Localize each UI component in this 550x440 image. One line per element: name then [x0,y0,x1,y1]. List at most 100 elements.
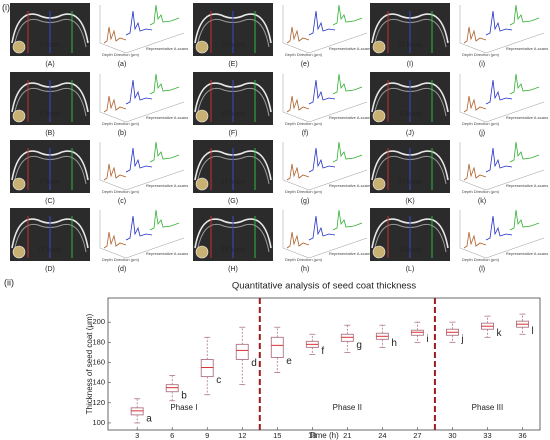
plot-axes [282,142,368,191]
seed-photo [12,40,26,54]
plot-axis-label: Representative A-scans [506,46,548,51]
plot-axis-label: Representative A-scans [506,183,548,188]
box-label: a [146,414,152,425]
plot-axis-label: Representative A-scans [146,46,188,51]
plot-label: (b) [118,130,127,137]
seed-photo [195,40,209,54]
trace [286,163,310,181]
seed-photo [372,109,386,123]
trace [125,10,153,36]
plot-axis-label: Depth Direction (μm) [462,257,500,262]
time-label: 15 hours [221,41,246,49]
box [165,384,179,393]
phase-label: Phase III [472,403,504,412]
plot-label: (l) [479,266,485,273]
plot-area [107,297,541,431]
trace [509,4,540,26]
plot-axis-label: Representative A-scans [146,251,188,256]
time-label: 27 hours [398,41,423,49]
plot-axis-label: Representative A-scans [329,46,371,51]
plot-axis-label: Representative A-scans [329,183,371,188]
box [340,333,354,342]
trace [463,26,487,44]
plot-axis-label: Depth Direction (μm) [102,189,140,194]
section-label: (ii) [4,277,14,287]
plot-axis-label: Depth Direction (μm) [102,52,140,57]
y-tick-label: 160 [92,357,105,366]
seed-photo [372,245,386,259]
trace [485,10,513,36]
plot-axis-label: Representative A-scans [146,115,188,120]
box-label: e [286,356,292,367]
x-tick-label: 3 [135,431,139,440]
box [235,343,249,360]
trace [286,95,310,113]
image-label: (L) [406,266,415,273]
seed-photo [12,245,26,259]
seed-photo [12,109,26,123]
time-label: 12 hours [38,246,63,254]
plot-label: (c) [118,198,126,205]
plot-axes [282,74,368,123]
plot-axis-label: Depth Direction (μm) [285,52,323,57]
trace [463,95,487,113]
image-label: (A) [45,61,54,68]
x-tick-label: 21 [343,431,351,440]
x-tick-label: 24 [378,431,386,440]
trace [149,4,180,26]
trace [332,209,363,231]
plot-axis-label: Depth Direction (μm) [285,257,323,262]
plot-axes [459,210,545,259]
plot-axes [459,74,545,123]
plot-label: (g) [301,198,310,205]
seed-photo [372,177,386,191]
trace [332,73,363,95]
trace [103,26,127,44]
plot-axes [282,5,368,54]
trace [463,231,487,249]
plot-axes [99,74,185,123]
trace [509,141,540,163]
image-label: (F) [229,130,238,137]
trace [485,147,513,173]
x-tick-label: 27 [413,431,421,440]
x-tick-label: 33 [483,431,491,440]
time-label: 6 hours [40,110,61,118]
box-label: d [251,358,257,369]
box-label: j [460,334,463,345]
x-tick-label: 6 [170,431,174,440]
seed-photo [195,245,209,259]
x-tick-label: 18 [308,431,316,440]
trace [125,147,153,173]
plot-axis-label: Depth Direction (μm) [462,52,500,57]
time-label: 9 hours [40,178,61,186]
box-label: c [216,375,221,386]
plot-axis-label: Representative A-scans [329,251,371,256]
seed-photo [12,177,26,191]
plot-axis-label: Representative A-scans [146,183,188,188]
trace [125,79,153,105]
box [200,359,214,378]
trace [485,215,513,241]
trace [308,147,336,173]
plot-axis-label: Depth Direction (μm) [285,121,323,126]
plot-axes [282,210,368,259]
phase-label: Phase I [170,403,197,412]
box-label: b [181,390,187,401]
trace [125,215,153,241]
trace [332,141,363,163]
time-label: 21 hours [221,178,246,186]
seed-photo [372,40,386,54]
trace [103,231,127,249]
image-label: (B) [45,130,54,137]
phase-label: Phase II [333,403,362,412]
image-label: (D) [45,266,55,273]
section-label: (i) [2,2,10,12]
y-tick-label: 120 [92,398,105,407]
plot-axis-label: Depth Direction (μm) [102,257,140,262]
trace [149,73,180,95]
box-label: i [426,334,428,345]
y-tick-label: 100 [92,418,105,427]
plot-axis-label: Representative A-scans [506,251,548,256]
